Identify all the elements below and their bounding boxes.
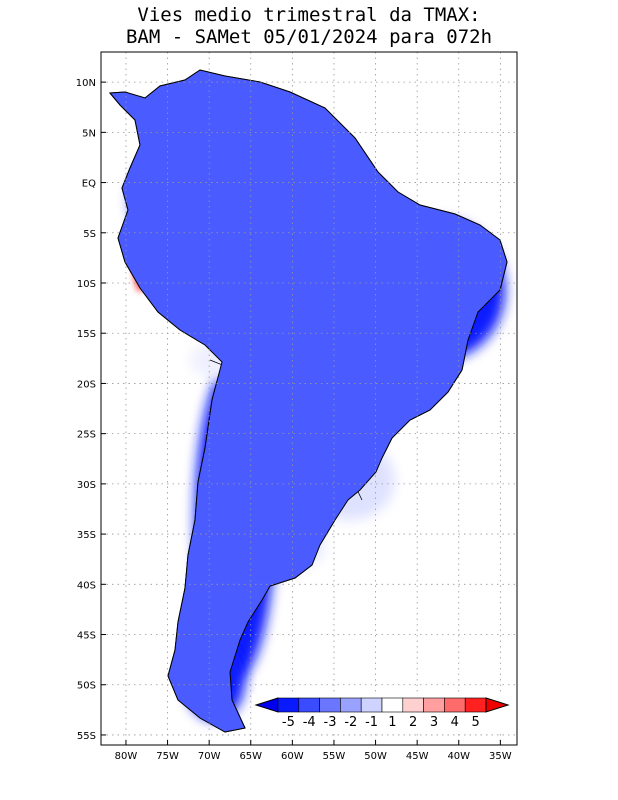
colorbar-segment (340, 697, 362, 713)
colorbar-segment (360, 697, 383, 713)
lon-tick-label: 45W (406, 751, 429, 762)
lat-tick-label: 40S (77, 580, 96, 591)
lon-tick-label: 35W (489, 751, 512, 762)
colorbar-segment (319, 697, 341, 713)
lon-tick-label: 55W (323, 751, 346, 762)
colorbar-label: 3 (430, 715, 438, 730)
colorbar-segment (277, 697, 300, 713)
lon-tick-label: 65W (239, 751, 262, 762)
map-frame (100, 51, 518, 746)
colorbar-label: -4 (303, 715, 316, 730)
lat-tick-label: 10S (77, 279, 96, 290)
lon-tick-label: 70W (198, 751, 221, 762)
lat-tick-label: 55S (77, 731, 96, 742)
lat-tick-label: 15S (77, 329, 96, 340)
lon-tick-label: 60W (281, 751, 304, 762)
lat-tick-label: 5S (83, 229, 96, 240)
colorbar-label: 2 (409, 715, 417, 730)
colorbar-label: -3 (324, 715, 337, 730)
map-title-line2: BAM - SAMet 05/01/2024 para 072h (125, 26, 493, 48)
latitude-axis: 10N 5N EQ 5S 10S 15S 20S 25S 30S 35S 40S 45S 50S 55S (76, 78, 106, 742)
lat-tick-label: 25S (77, 430, 96, 441)
lat-tick-label: 45S (77, 631, 96, 642)
colorbar-label: 4 (451, 715, 459, 730)
colorbar-label: -5 (282, 715, 295, 730)
colorbar-segment (402, 697, 424, 713)
graticule (101, 52, 517, 745)
longitude-axis: 80W 75W 70W 65W 60W 55W 50W 45W 40W 35W (115, 740, 512, 762)
lon-tick-label: 50W (364, 751, 387, 762)
colorbar-segment (464, 697, 487, 713)
map-title-line1: Vies medio trimestral da TMAX: (137, 4, 481, 26)
lon-tick-label: 80W (115, 751, 138, 762)
lat-tick-label: 5N (82, 128, 96, 139)
colorbar-label: 1 (388, 715, 396, 730)
colorbar-segment (444, 697, 466, 713)
lat-tick-label: 30S (77, 480, 96, 491)
lon-tick-label: 40W (447, 751, 470, 762)
lat-tick-label: 50S (77, 681, 96, 692)
colorbar-label: -2 (344, 715, 357, 730)
colorbar-segment (298, 697, 320, 713)
lat-tick-label: 35S (77, 530, 96, 541)
colorbar: -5 -4 -3 -2 -1 1 2 3 4 5 (252, 694, 512, 734)
colorbar-segment (381, 697, 404, 713)
lat-tick-label: EQ (82, 179, 96, 190)
colorbar-segment (423, 697, 445, 713)
colorbar-over-arrow (485, 697, 510, 713)
lon-tick-label: 75W (156, 751, 179, 762)
colorbar-label: -1 (365, 715, 378, 730)
colorbar-label: 5 (471, 715, 479, 730)
lat-tick-label: 10N (76, 78, 96, 89)
lat-tick-label: 20S (77, 379, 96, 390)
